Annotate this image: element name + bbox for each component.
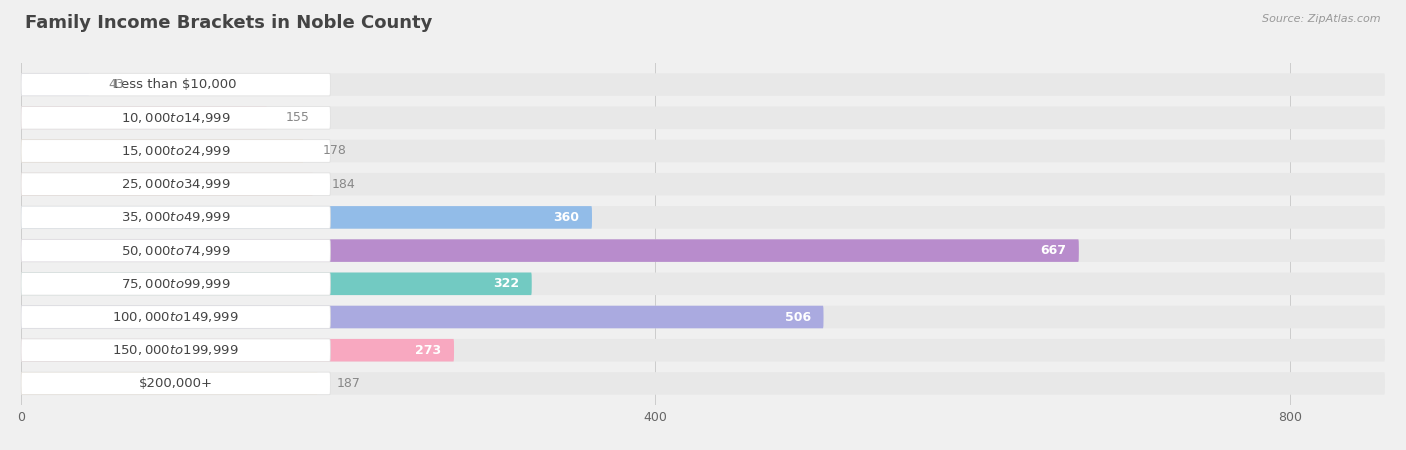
FancyBboxPatch shape xyxy=(21,140,1385,162)
Text: $35,000 to $49,999: $35,000 to $49,999 xyxy=(121,211,231,225)
FancyBboxPatch shape xyxy=(21,339,330,361)
Text: $15,000 to $24,999: $15,000 to $24,999 xyxy=(121,144,231,158)
FancyBboxPatch shape xyxy=(21,273,1385,295)
FancyBboxPatch shape xyxy=(21,372,330,395)
Text: Family Income Brackets in Noble County: Family Income Brackets in Noble County xyxy=(25,14,433,32)
FancyBboxPatch shape xyxy=(21,107,1385,129)
FancyBboxPatch shape xyxy=(21,339,454,361)
Text: 178: 178 xyxy=(322,144,346,158)
FancyBboxPatch shape xyxy=(21,239,1078,262)
FancyBboxPatch shape xyxy=(21,206,330,229)
FancyBboxPatch shape xyxy=(21,306,824,328)
FancyBboxPatch shape xyxy=(21,173,330,195)
FancyBboxPatch shape xyxy=(21,107,330,129)
FancyBboxPatch shape xyxy=(21,306,1385,328)
FancyBboxPatch shape xyxy=(21,339,1385,361)
Text: $150,000 to $199,999: $150,000 to $199,999 xyxy=(112,343,239,357)
Text: Source: ZipAtlas.com: Source: ZipAtlas.com xyxy=(1263,14,1381,23)
FancyBboxPatch shape xyxy=(21,206,1385,229)
Text: $50,000 to $74,999: $50,000 to $74,999 xyxy=(121,243,231,257)
Text: 43: 43 xyxy=(108,78,124,91)
FancyBboxPatch shape xyxy=(21,273,531,295)
FancyBboxPatch shape xyxy=(21,239,1385,262)
Text: 322: 322 xyxy=(494,277,519,290)
Text: $75,000 to $99,999: $75,000 to $99,999 xyxy=(121,277,231,291)
FancyBboxPatch shape xyxy=(21,372,1385,395)
FancyBboxPatch shape xyxy=(21,107,267,129)
FancyBboxPatch shape xyxy=(21,239,330,262)
FancyBboxPatch shape xyxy=(21,306,330,328)
FancyBboxPatch shape xyxy=(21,372,318,395)
Text: 667: 667 xyxy=(1040,244,1066,257)
Text: 184: 184 xyxy=(332,178,356,191)
FancyBboxPatch shape xyxy=(21,173,1385,195)
Text: 506: 506 xyxy=(785,310,811,324)
FancyBboxPatch shape xyxy=(21,140,330,162)
Text: $25,000 to $34,999: $25,000 to $34,999 xyxy=(121,177,231,191)
Text: $200,000+: $200,000+ xyxy=(139,377,212,390)
FancyBboxPatch shape xyxy=(21,73,1385,96)
Text: 273: 273 xyxy=(415,344,441,357)
FancyBboxPatch shape xyxy=(21,140,304,162)
Text: $10,000 to $14,999: $10,000 to $14,999 xyxy=(121,111,231,125)
FancyBboxPatch shape xyxy=(21,206,592,229)
FancyBboxPatch shape xyxy=(21,273,330,295)
Text: 187: 187 xyxy=(336,377,360,390)
Text: 360: 360 xyxy=(554,211,579,224)
FancyBboxPatch shape xyxy=(21,73,90,96)
Text: Less than $10,000: Less than $10,000 xyxy=(114,78,238,91)
Text: 155: 155 xyxy=(285,111,309,124)
FancyBboxPatch shape xyxy=(21,173,314,195)
Text: $100,000 to $149,999: $100,000 to $149,999 xyxy=(112,310,239,324)
FancyBboxPatch shape xyxy=(21,73,330,96)
